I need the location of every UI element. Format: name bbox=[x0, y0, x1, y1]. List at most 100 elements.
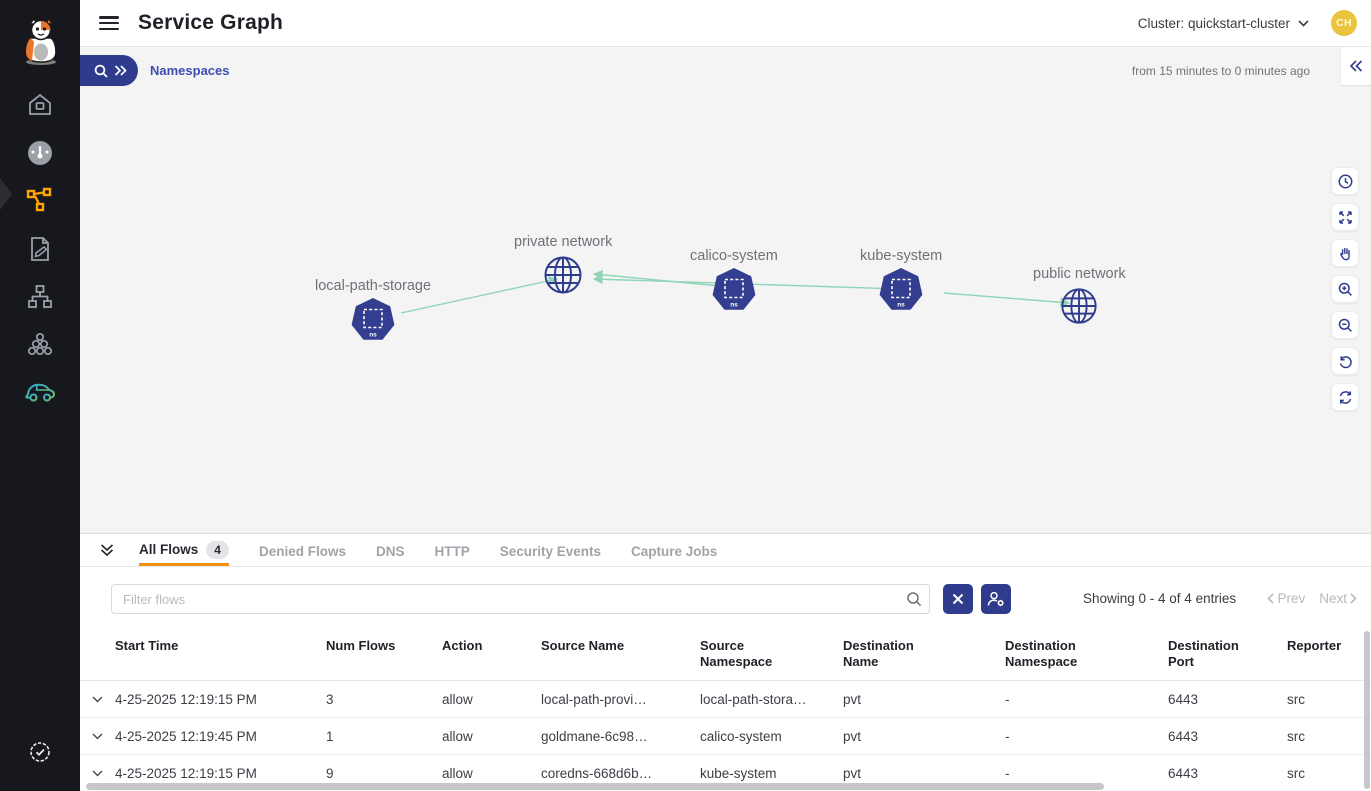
top-app-bar: Service Graph Cluster: quickstart-cluste… bbox=[80, 0, 1371, 47]
flows-filter-row: Showing 0 - 4 of 4 entries Prev Next bbox=[80, 584, 1371, 614]
tab-label: Denied Flows bbox=[258, 543, 346, 559]
pan-button[interactable] bbox=[1331, 239, 1359, 267]
filter-flows-input[interactable] bbox=[111, 584, 930, 614]
cell-destination-port: 6443 bbox=[1168, 765, 1199, 781]
column-header-destination-namespace[interactable]: Destination Namespace bbox=[1005, 638, 1078, 669]
calico-cat-logo-icon[interactable] bbox=[18, 18, 64, 66]
graph-node-kube-system[interactable]: kube-system ns bbox=[860, 248, 942, 313]
horizontal-scrollbar[interactable] bbox=[86, 783, 1104, 790]
flows-table-body: 4-25-2025 12:19:15 PM 3 allow local-path… bbox=[80, 681, 1371, 791]
tab-label: Capture Jobs bbox=[631, 543, 718, 559]
pagination: Prev Next bbox=[1267, 591, 1357, 606]
chevron-right-icon bbox=[1350, 593, 1357, 604]
namespace-heptagon-icon: ns bbox=[712, 268, 756, 313]
graph-search-pill[interactable] bbox=[76, 55, 138, 86]
prev-page-button[interactable]: Prev bbox=[1267, 591, 1305, 606]
tab-security-events[interactable]: Security Events bbox=[500, 534, 601, 566]
right-panel-collapse-button[interactable] bbox=[1341, 47, 1371, 85]
cell-source-namespace: kube-system bbox=[700, 765, 777, 781]
refresh-button[interactable] bbox=[1331, 383, 1359, 411]
user-avatar[interactable]: CH bbox=[1331, 10, 1357, 36]
search-icon bbox=[906, 591, 922, 607]
policies-document-icon bbox=[27, 236, 53, 262]
graph-node-calico-system[interactable]: calico-system ns bbox=[690, 248, 778, 313]
row-expand-button[interactable] bbox=[80, 769, 115, 777]
node-label: private network bbox=[514, 234, 613, 250]
node-label: public network bbox=[1033, 266, 1126, 282]
next-label: Next bbox=[1319, 591, 1347, 606]
sidebar-item-cluster[interactable] bbox=[24, 329, 56, 361]
cluster-selector[interactable]: Cluster: quickstart-cluster bbox=[1138, 16, 1309, 31]
customize-columns-button[interactable] bbox=[981, 584, 1011, 614]
namespace-heptagon-icon: ns bbox=[351, 298, 395, 343]
sidebar-item-dashboard[interactable] bbox=[24, 137, 56, 169]
row-expand-button[interactable] bbox=[80, 695, 115, 703]
hamburger-menu-button[interactable] bbox=[99, 16, 119, 30]
column-header-destination-port[interactable]: Destination Port bbox=[1168, 638, 1239, 669]
refresh-icon bbox=[1338, 390, 1353, 405]
cell-num-flows: 3 bbox=[326, 691, 334, 707]
flows-table-header: Start Time Num Flows Action Source Name … bbox=[80, 629, 1371, 681]
panel-collapse-button[interactable] bbox=[97, 534, 117, 566]
tab-label: All Flows bbox=[139, 542, 199, 557]
column-header-destination-name[interactable]: Destination Name bbox=[843, 638, 914, 669]
table-row[interactable]: 4-25-2025 12:19:15 PM 9 allow coredns-66… bbox=[80, 755, 1371, 791]
tab-all-flows[interactable]: All Flows 4 bbox=[139, 534, 229, 566]
sidebar-item-home[interactable] bbox=[24, 89, 56, 121]
cell-reporter: src bbox=[1287, 691, 1305, 707]
time-range-label: from 15 minutes to 0 minutes ago bbox=[1131, 64, 1310, 78]
chevron-down-icon bbox=[92, 695, 103, 703]
breadcrumb[interactable]: Namespaces bbox=[150, 63, 230, 78]
clear-filter-button[interactable] bbox=[943, 584, 973, 614]
table-row[interactable]: 4-25-2025 12:19:15 PM 3 allow local-path… bbox=[80, 681, 1371, 718]
row-expand-button[interactable] bbox=[80, 732, 115, 740]
tab-http[interactable]: HTTP bbox=[434, 534, 469, 566]
cell-start-time: 4-25-2025 12:19:15 PM bbox=[115, 765, 257, 781]
cell-destination-port: 6443 bbox=[1168, 728, 1199, 744]
cell-source-name: coredns-668d6b… bbox=[541, 765, 653, 781]
column-header-num-flows[interactable]: Num Flows bbox=[326, 638, 396, 653]
cell-destination-port: 6443 bbox=[1168, 691, 1199, 707]
tab-denied-flows[interactable]: Denied Flows bbox=[259, 534, 346, 566]
sidebar-item-certificate[interactable] bbox=[24, 736, 56, 768]
tab-label: DNS bbox=[375, 543, 405, 559]
column-header-source-name[interactable]: Source Name bbox=[541, 638, 625, 653]
next-page-button[interactable]: Next bbox=[1319, 591, 1357, 606]
table-row[interactable]: 4-25-2025 12:19:45 PM 1 allow goldmane-6… bbox=[80, 718, 1371, 755]
network-globe-icon bbox=[542, 254, 584, 296]
sidebar-item-policies[interactable] bbox=[24, 233, 56, 265]
double-chevron-left-icon bbox=[1349, 60, 1363, 72]
sidebar-item-tiers[interactable] bbox=[24, 281, 56, 313]
double-chevron-right-icon bbox=[114, 65, 127, 76]
close-icon bbox=[952, 593, 964, 605]
column-header-reporter[interactable]: Reporter bbox=[1287, 638, 1342, 653]
vertical-scrollbar[interactable] bbox=[1364, 631, 1370, 789]
graph-node-public-network[interactable]: public network bbox=[1033, 266, 1126, 326]
column-header-start-time[interactable]: Start Time bbox=[115, 638, 179, 653]
search-icon bbox=[94, 64, 108, 78]
service-graph-icon bbox=[26, 187, 54, 215]
cluster-selector-label: Cluster: quickstart-cluster bbox=[1137, 15, 1290, 31]
tab-dns[interactable]: DNS bbox=[376, 534, 405, 566]
tab-capture-jobs[interactable]: Capture Jobs bbox=[631, 534, 717, 566]
zoom-out-icon bbox=[1338, 318, 1353, 333]
cell-reporter: src bbox=[1287, 765, 1305, 781]
column-header-source-namespace[interactable]: Source Namespace bbox=[700, 638, 773, 669]
fit-to-screen-button[interactable] bbox=[1331, 203, 1359, 231]
cell-destination-namespace: - bbox=[1005, 765, 1010, 781]
sidebar-item-service-graph[interactable] bbox=[24, 185, 56, 217]
column-header-action[interactable]: Action bbox=[442, 638, 483, 653]
expand-icon bbox=[1338, 210, 1353, 225]
zoom-out-button[interactable] bbox=[1331, 311, 1359, 339]
graph-node-local-path-storage[interactable]: local-path-storage ns bbox=[315, 278, 431, 343]
showing-entries-label: Showing 0 - 4 of 4 entries bbox=[1083, 591, 1237, 606]
sidebar-item-traffic[interactable] bbox=[24, 376, 56, 408]
cell-source-name: goldmane-6c98… bbox=[541, 728, 648, 744]
cell-start-time: 4-25-2025 12:19:45 PM bbox=[115, 728, 257, 744]
time-button[interactable] bbox=[1331, 167, 1359, 195]
zoom-in-button[interactable] bbox=[1331, 275, 1359, 303]
tab-label: Security Events bbox=[499, 543, 602, 559]
graph-node-private-network[interactable]: private network bbox=[514, 234, 612, 296]
undo-layout-button[interactable] bbox=[1331, 347, 1359, 375]
